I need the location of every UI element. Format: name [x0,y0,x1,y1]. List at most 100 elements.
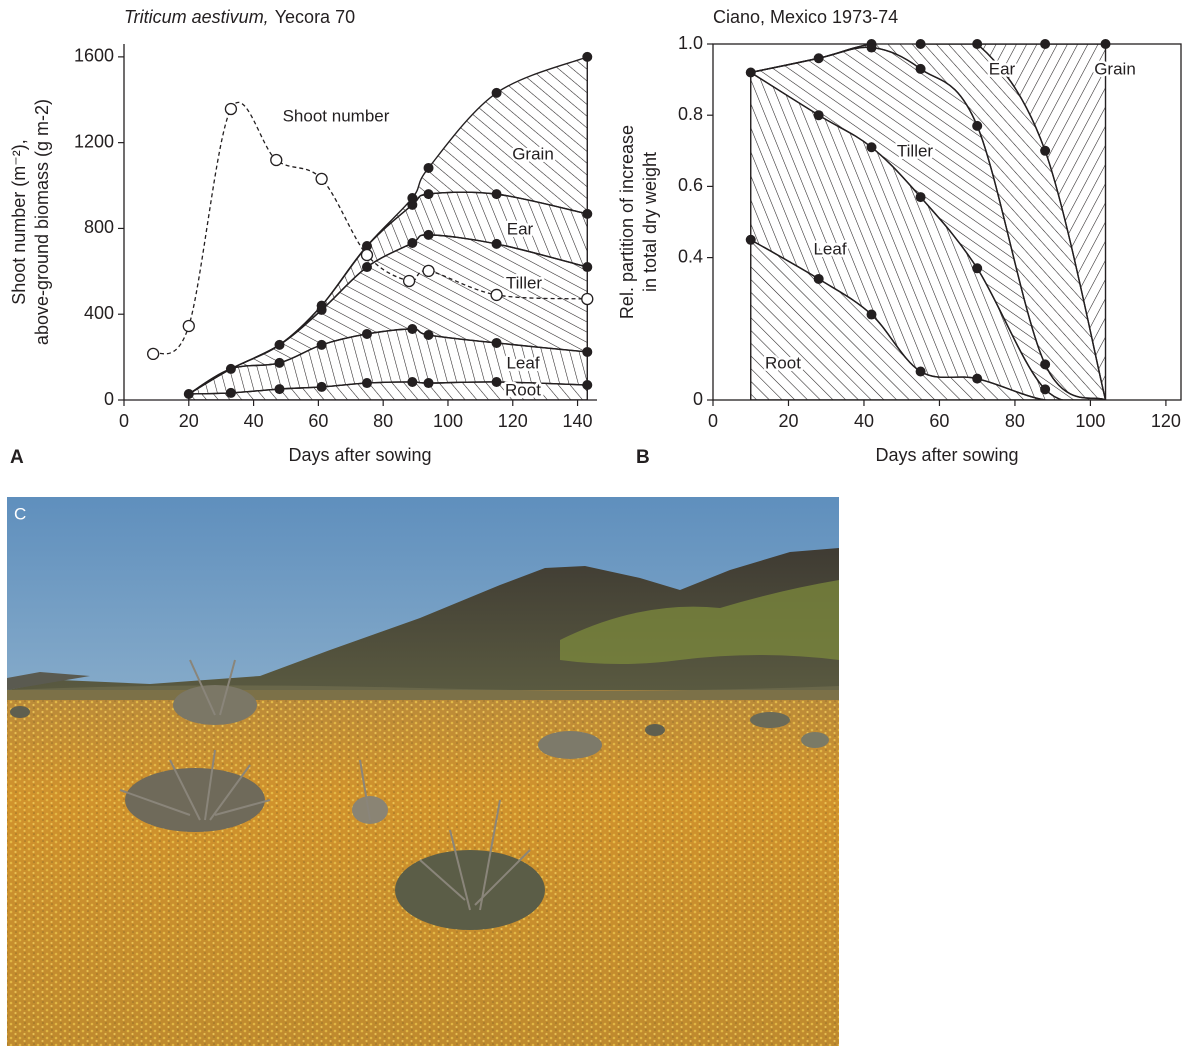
data-point [915,63,926,74]
data-point [225,363,236,374]
data-point [423,330,434,341]
data-point [423,189,434,200]
data-point [491,87,502,98]
series-label: Root [505,380,541,399]
data-point [274,357,285,368]
data-point [274,339,285,350]
stacked-area [750,44,1107,400]
line [152,101,588,355]
data-point [423,229,434,240]
x-tick-label: 40 [244,411,264,431]
data-point [225,387,236,398]
panel-label: A [10,447,24,468]
data-point [274,384,285,395]
chart-title: Triticum aestivum, Yecora 70 [124,7,355,27]
data-point [224,102,238,116]
data-point [402,274,416,288]
data-point [491,376,502,387]
data-point [813,53,824,64]
photo-bushes [10,685,829,930]
title-cultivar: Yecora 70 [275,7,355,27]
x-tick-label: 80 [1005,411,1025,431]
x-tick-label: 120 [498,411,528,431]
data-point [423,378,434,389]
data-point [407,199,418,210]
data-point [270,153,283,167]
y-axis-label: in total dry weight [640,152,660,292]
x-tick-label: 0 [708,411,718,431]
data-point [813,273,824,284]
x-tick-label: 0 [119,411,129,431]
data-point [866,309,877,320]
panel-label: B [636,447,650,468]
data-point [316,381,327,392]
data-point [490,288,503,302]
y-axis-label: above-ground biomass (g m-2) [32,99,52,345]
photo-label: C [14,504,26,523]
y-tick-label: 0 [104,389,114,409]
data-point [316,300,327,311]
data-point [491,238,502,249]
data-point [315,172,328,186]
data-point [745,234,756,245]
y-axis-label: Shoot number (m⁻²), [9,139,29,305]
x-tick-label: 20 [179,411,199,431]
x-tick-label: 140 [563,411,593,431]
photo-hill [7,548,839,720]
data-point [407,238,418,249]
data-point [915,192,926,203]
data-point [360,248,374,262]
plot-area [188,56,588,400]
data-point [582,262,593,273]
line-label: Shoot number [283,106,390,125]
data-point [491,337,502,348]
series-label: Tiller [506,273,543,292]
data-point [407,376,418,387]
photo-branches [119,659,531,911]
photo: C [7,497,839,1046]
series-label: Leaf [813,239,846,258]
series-label: Tiller [897,141,934,160]
data-point [582,208,593,219]
x-tick-label: 60 [929,411,949,431]
x-tick-label: 100 [1075,411,1105,431]
data-point [972,373,983,384]
photo-distant-hill [7,672,90,690]
data-point [491,189,502,200]
x-tick-label: 100 [433,411,463,431]
series-label: Grain [512,144,554,163]
data-point [147,347,160,361]
data-point [582,346,593,357]
plot-frame [712,43,1182,401]
series-label: Root [765,353,801,372]
data-point [972,263,983,274]
data-point [183,388,194,399]
data-point [407,192,418,203]
data-point [581,292,594,306]
data-point [813,110,824,121]
photo-hill-green [560,580,839,664]
y-tick-label: 1200 [74,131,114,151]
y-axis-label: Rel. partition of increase [617,125,637,319]
chart-title: Ciano, Mexico 1973-74 [713,7,898,27]
y-tick-label: 1.0 [678,33,703,53]
series-label: Leaf [506,353,539,372]
y-tick-label: 1600 [74,46,114,66]
y-tick-label: 0.4 [678,246,703,266]
plot-area [750,44,1107,400]
y-tick-label: 0.6 [678,175,703,195]
data-point [866,142,877,153]
series-label: Ear [989,59,1016,78]
data-point [361,262,372,273]
x-tick-label: 20 [778,411,798,431]
data-point [407,324,418,335]
data-point [915,366,926,377]
x-tick-label: 120 [1151,411,1181,431]
data-point [422,264,435,278]
y-tick-label: 800 [84,217,114,237]
data-point [182,319,195,333]
data-point [361,328,372,339]
data-point [582,379,593,390]
data-point [316,339,327,350]
